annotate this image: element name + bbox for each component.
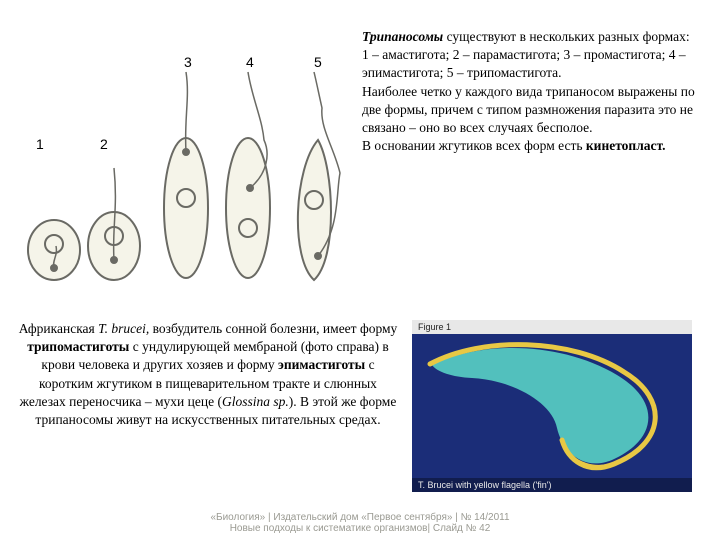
term-trypomastigote: трипомастиготы bbox=[27, 339, 129, 354]
title-word: Трипаносомы bbox=[362, 29, 443, 44]
vector-name: Glossina sp. bbox=[222, 394, 289, 409]
micrograph-photo: Figure 1 T. Brucei with yellow flagella … bbox=[412, 320, 692, 492]
morphology-diagram: 1 2 3 4 5 bbox=[18, 28, 348, 308]
forms-list: 1 – амастигота; 2 – парамастигота; 3 – п… bbox=[362, 46, 702, 82]
description-text: Трипаносомы существуют в нескольких разн… bbox=[362, 28, 702, 308]
diagram-label-3: 3 bbox=[184, 54, 192, 70]
diagram-label-2: 2 bbox=[100, 136, 108, 152]
diagram-label-4: 4 bbox=[246, 54, 254, 70]
diagram-label-5: 5 bbox=[314, 54, 322, 70]
paragraph-2: Наиболее четко у каждого вида трипаносом… bbox=[362, 83, 702, 138]
term-epimastigote: эпимастиготы bbox=[278, 357, 365, 372]
footer-citation: «Биология» | Издательский дом «Первое се… bbox=[0, 512, 720, 534]
diagram-label-1: 1 bbox=[36, 136, 44, 152]
species-name: T. brucei, bbox=[98, 321, 149, 336]
kinetoplast-term: кинетопласт. bbox=[586, 138, 666, 153]
paragraph-3a: В основании жгутиков всех форм есть bbox=[362, 138, 586, 153]
photo-caption: T. Brucei with yellow flagella ('fin') bbox=[418, 480, 551, 490]
left-caption: Африканская T. brucei, возбудитель сонно… bbox=[18, 320, 398, 429]
figure-label: Figure 1 bbox=[418, 322, 451, 332]
